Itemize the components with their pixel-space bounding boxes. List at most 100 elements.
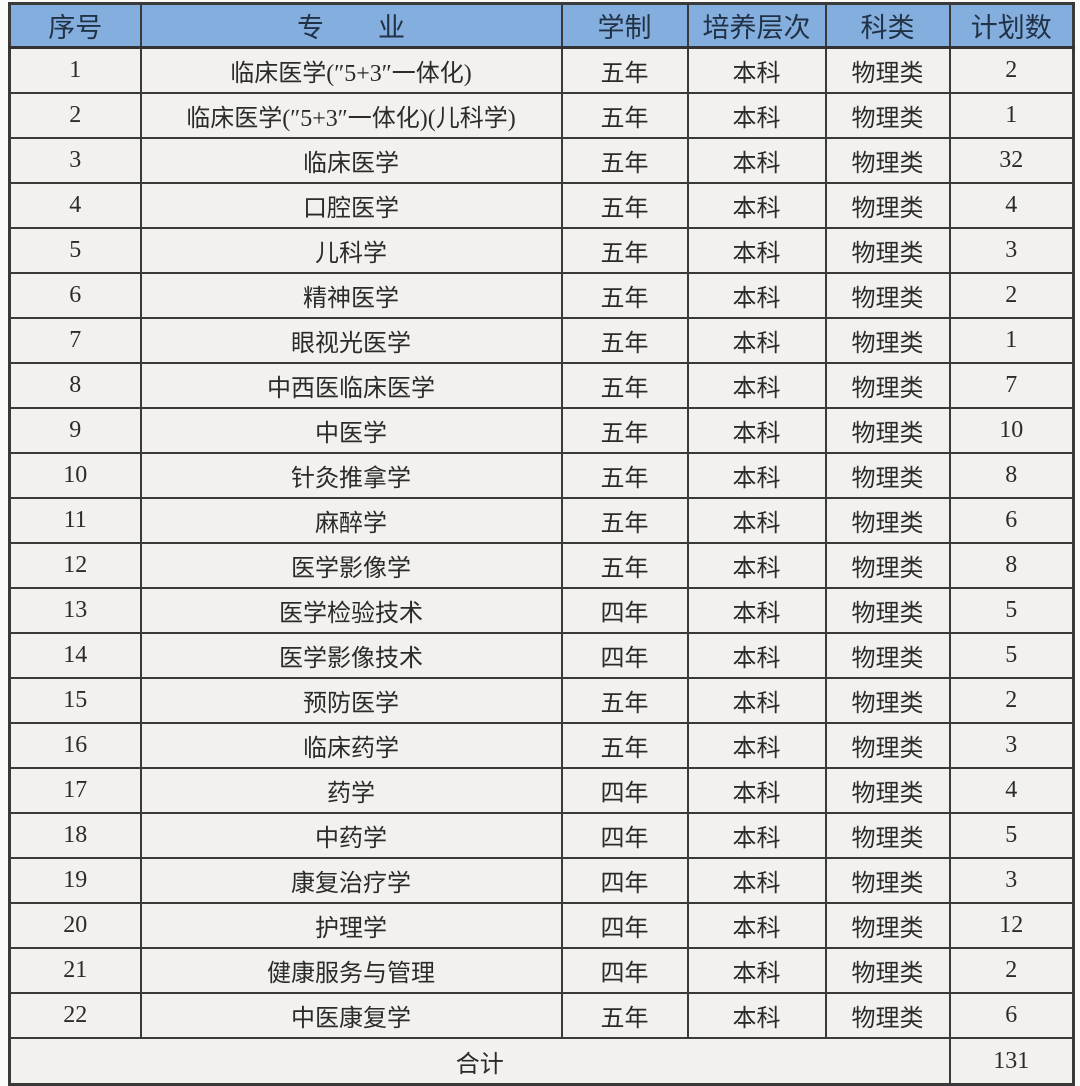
- table-cell: 精神医学: [139, 272, 563, 319]
- table-cell: 5: [948, 587, 1075, 634]
- table-cell: 4: [8, 182, 142, 229]
- table-cell: 19: [8, 857, 142, 904]
- total-value-cell: 131: [948, 1037, 1075, 1086]
- table-row: 2 临床医学(″5+3″一体化)(儿科学) 五年 本科 物理类 1: [8, 92, 1075, 139]
- table-cell: 康复治疗学: [139, 857, 563, 904]
- table-cell: 眼视光医学: [139, 317, 563, 364]
- table-cell: 四年: [560, 587, 689, 634]
- table-cell: 14: [8, 632, 142, 679]
- table-cell: 五年: [560, 182, 689, 229]
- table-cell: 五年: [560, 227, 689, 274]
- table-cell: 本科: [686, 317, 827, 364]
- table-cell: 护理学: [139, 902, 563, 949]
- table-cell: 2: [948, 947, 1075, 994]
- table-cell: 本科: [686, 947, 827, 994]
- table-row: 10 针灸推拿学 五年 本科 物理类 8: [8, 452, 1075, 499]
- table-cell: 13: [8, 587, 142, 634]
- table-cell: 物理类: [824, 92, 951, 139]
- table-cell: 四年: [560, 857, 689, 904]
- table-row: 15 预防医学 五年 本科 物理类 2: [8, 677, 1075, 724]
- table-cell: 五年: [560, 362, 689, 409]
- column-header: 科类: [824, 2, 951, 49]
- table-cell: 5: [948, 812, 1075, 859]
- table-cell: 1: [948, 317, 1075, 364]
- table-cell: 5: [8, 227, 142, 274]
- total-label-cell: 合计: [8, 1037, 951, 1086]
- table-body: 1 临床医学(″5+3″一体化) 五年 本科 物理类 2 2 临床医学(″5+3″一体化)(儿…: [8, 46, 1075, 1039]
- table-row: 6 精神医学 五年 本科 物理类 2: [8, 272, 1075, 319]
- table-row: 21 健康服务与管理 四年 本科 物理类 2: [8, 947, 1075, 994]
- table-cell: 物理类: [824, 542, 951, 589]
- column-header: 计划数: [948, 2, 1075, 49]
- table-cell: 8: [8, 362, 142, 409]
- table-row: 3 临床医学 五年 本科 物理类 32: [8, 137, 1075, 184]
- table-cell: 20: [8, 902, 142, 949]
- table-header: 序号专 业学制 培养层次 科类 计划数: [8, 2, 1075, 49]
- table-cell: 3: [948, 857, 1075, 904]
- column-header: 专 业: [139, 2, 563, 49]
- table-cell: 3: [948, 227, 1075, 274]
- table-cell: 17: [8, 767, 142, 814]
- table-cell: 12: [948, 902, 1075, 949]
- column-header: 培养层次: [686, 2, 827, 49]
- table-row: 14 医学影像技术 四年 本科 物理类 5: [8, 632, 1075, 679]
- enrollment-plan-table: 序号专 业学制 培养层次 科类 计划数 1 临床医学(″5+3″一体化) 五年 本科 物理类 2…: [8, 2, 1075, 1086]
- table-cell: 4: [948, 182, 1075, 229]
- table-cell: 五年: [560, 46, 689, 94]
- table-cell: 临床药学: [139, 722, 563, 769]
- table-row: 7 眼视光医学 五年 本科 物理类 1: [8, 317, 1075, 364]
- table-cell: 16: [8, 722, 142, 769]
- table-cell: 预防医学: [139, 677, 563, 724]
- table-cell: 物理类: [824, 812, 951, 859]
- table-cell: 物理类: [824, 407, 951, 454]
- table-cell: 本科: [686, 722, 827, 769]
- table-cell: 物理类: [824, 46, 951, 94]
- table-row: 11 麻醉学 五年 本科 物理类 6: [8, 497, 1075, 544]
- table-row: 16 临床药学 五年 本科 物理类 3: [8, 722, 1075, 769]
- table-cell: 9: [8, 407, 142, 454]
- table-cell: 中药学: [139, 812, 563, 859]
- table-cell: 6: [8, 272, 142, 319]
- table-cell: 物理类: [824, 947, 951, 994]
- table-cell: 1: [8, 46, 142, 94]
- table-row: 18 中药学 四年 本科 物理类 5: [8, 812, 1075, 859]
- header-row: 序号专 业学制 培养层次 科类 计划数: [8, 2, 1075, 49]
- table-cell: 四年: [560, 812, 689, 859]
- table-cell: 物理类: [824, 137, 951, 184]
- table-cell: 五年: [560, 722, 689, 769]
- table-cell: 口腔医学: [139, 182, 563, 229]
- table-cell: 32: [948, 137, 1075, 184]
- table-cell: 药学: [139, 767, 563, 814]
- table-cell: 6: [948, 497, 1075, 544]
- table-cell: 物理类: [824, 722, 951, 769]
- table-cell: 2: [948, 46, 1075, 94]
- table-cell: 五年: [560, 452, 689, 499]
- table-cell: 五年: [560, 272, 689, 319]
- table-cell: 10: [948, 407, 1075, 454]
- table-cell: 8: [948, 542, 1075, 589]
- table-cell: 4: [948, 767, 1075, 814]
- table-cell: 物理类: [824, 632, 951, 679]
- table-cell: 3: [8, 137, 142, 184]
- table-cell: 临床医学(″5+3″一体化): [139, 46, 563, 94]
- table-cell: 3: [948, 722, 1075, 769]
- column-header: 序号: [8, 2, 142, 49]
- table-cell: 7: [948, 362, 1075, 409]
- table-cell: 本科: [686, 632, 827, 679]
- table-cell: 2: [948, 677, 1075, 724]
- table-row: 12 医学影像学 五年 本科 物理类 8: [8, 542, 1075, 589]
- table-cell: 12: [8, 542, 142, 589]
- table-cell: 医学影像学: [139, 542, 563, 589]
- table-cell: 本科: [686, 542, 827, 589]
- table-cell: 物理类: [824, 182, 951, 229]
- table-cell: 中西医临床医学: [139, 362, 563, 409]
- table-cell: 麻醉学: [139, 497, 563, 544]
- table-cell: 物理类: [824, 227, 951, 274]
- table-cell: 18: [8, 812, 142, 859]
- column-header: 学制: [560, 2, 689, 49]
- table-cell: 健康服务与管理: [139, 947, 563, 994]
- table-cell: 21: [8, 947, 142, 994]
- table-cell: 五年: [560, 677, 689, 724]
- table-cell: 本科: [686, 46, 827, 94]
- table-cell: 本科: [686, 452, 827, 499]
